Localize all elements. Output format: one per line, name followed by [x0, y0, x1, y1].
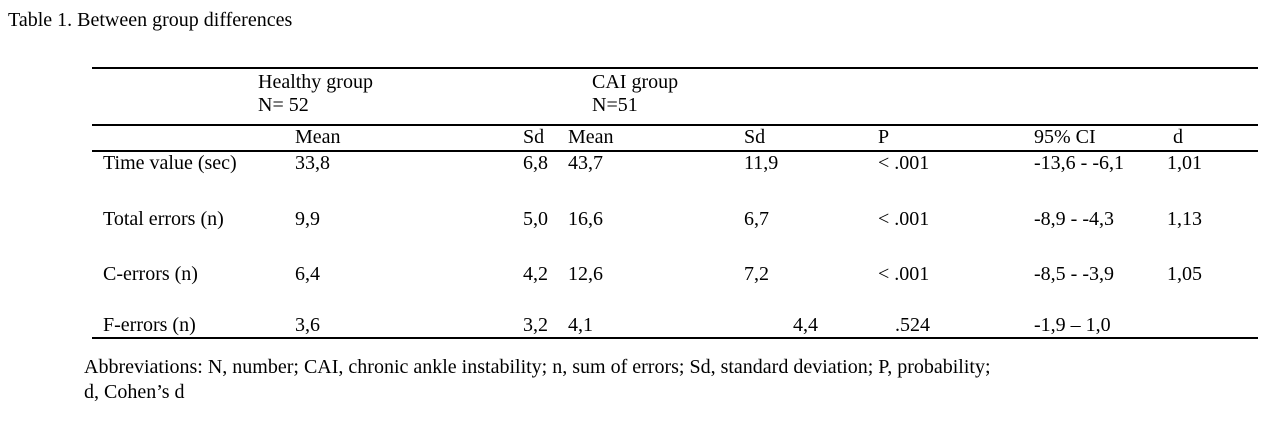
footnote-line-2: d, Cohen’s d: [84, 381, 185, 403]
cell-r2-healthy-mean: 9,9: [295, 208, 320, 230]
group-header-healthy-label: Healthy group: [258, 71, 373, 93]
column-header-healthy-mean: Mean: [295, 126, 341, 148]
cell-r2-cai-sd: 6,7: [744, 208, 769, 230]
cell-r1-label: Time value (sec): [103, 152, 237, 174]
cell-r3-95ci: -8,5 - -3,9: [1034, 263, 1114, 285]
table-rule-under-group-header: [92, 124, 1258, 126]
table-caption: Table 1. Between group differences: [8, 9, 293, 31]
column-header-95ci: 95% CI: [1034, 126, 1096, 148]
cell-r3-cai-mean: 12,6: [568, 263, 603, 285]
cell-r4-p: .524: [895, 314, 930, 336]
cell-r1-d: 1,01: [1167, 152, 1202, 174]
table-rule-bottom: [92, 337, 1258, 339]
group-header-healthy-n: N= 52: [258, 94, 309, 116]
cell-r4-cai-sd: 4,4: [793, 314, 818, 336]
column-header-cai-mean: Mean: [568, 126, 614, 148]
cell-r1-cai-sd: 11,9: [744, 152, 779, 174]
cell-r2-healthy-sd: 5,0: [523, 208, 548, 230]
group-header-cai-label: CAI group: [592, 71, 679, 93]
cell-r3-healthy-mean: 6,4: [295, 263, 320, 285]
cell-r2-d: 1,13: [1167, 208, 1202, 230]
table-rule-top: [92, 67, 1258, 69]
cell-r1-p: < .001: [878, 152, 930, 174]
cell-r4-healthy-sd: 3,2: [523, 314, 548, 336]
group-header-cai-n: N=51: [592, 94, 638, 116]
column-header-d: d: [1173, 126, 1183, 148]
cell-r1-cai-mean: 43,7: [568, 152, 603, 174]
cell-r4-label: F-errors (n): [103, 314, 196, 336]
cell-r2-label: Total errors (n): [103, 208, 224, 230]
column-header-p: P: [878, 126, 890, 148]
cell-r1-healthy-mean: 33,8: [295, 152, 330, 174]
cell-r2-p: < .001: [878, 208, 930, 230]
column-header-cai-sd: Sd: [744, 126, 766, 148]
cell-r4-healthy-mean: 3,6: [295, 314, 320, 336]
cell-r3-d: 1,05: [1167, 263, 1202, 285]
cell-r3-label: C-errors (n): [103, 263, 198, 285]
cell-r3-cai-sd: 7,2: [744, 263, 769, 285]
cell-r1-95ci: -13,6 - -6,1: [1034, 152, 1124, 174]
cell-r2-95ci: -8,9 - -4,3: [1034, 208, 1114, 230]
cell-r1-healthy-sd: 6,8: [523, 152, 548, 174]
cell-r4-cai-mean: 4,1: [568, 314, 593, 336]
cell-r2-cai-mean: 16,6: [568, 208, 603, 230]
cell-r4-95ci: -1,9 – 1,0: [1034, 314, 1111, 336]
cell-r3-healthy-sd: 4,2: [523, 263, 548, 285]
cell-r3-p: < .001: [878, 263, 930, 285]
column-header-healthy-sd: Sd: [523, 126, 545, 148]
footnote-line-1: Abbreviations: N, number; CAI, chronic a…: [84, 356, 991, 378]
table-rule-under-column-header: [92, 150, 1258, 152]
